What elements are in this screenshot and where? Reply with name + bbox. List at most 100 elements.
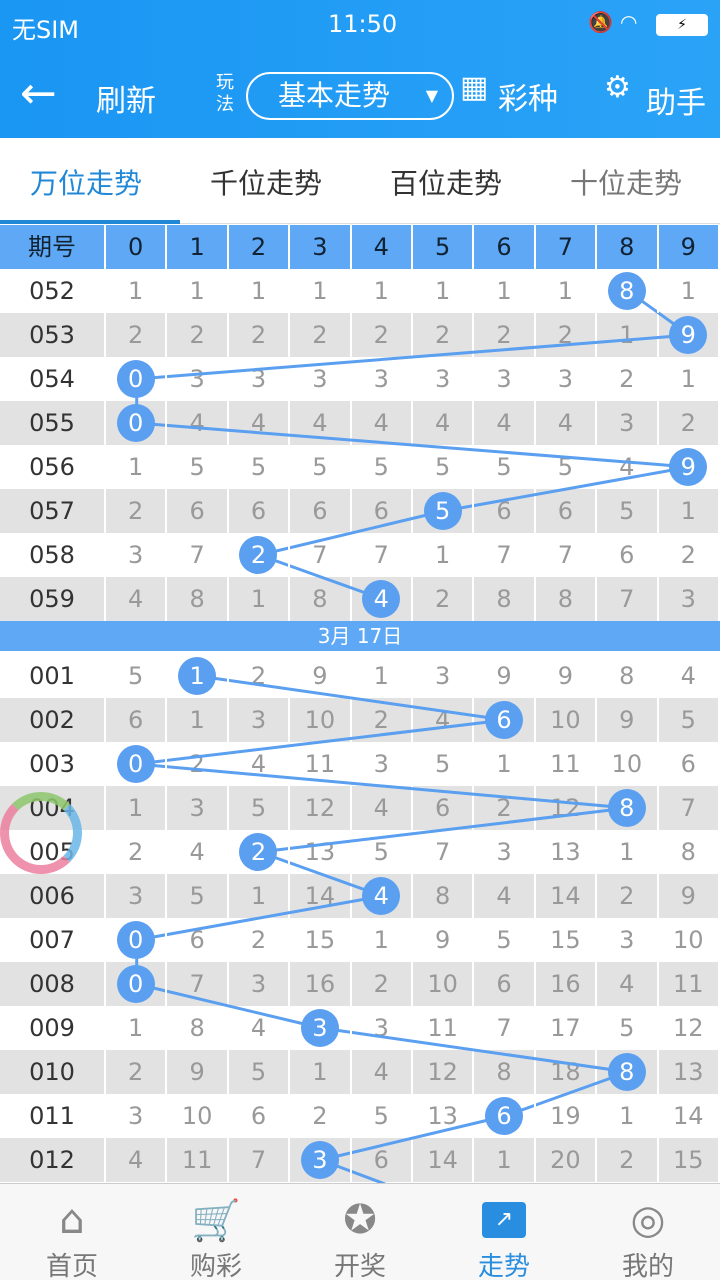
hit-ball: 0 [106, 742, 168, 786]
period-cell: 011 [0, 1094, 106, 1138]
hit-ball: 4 [352, 874, 413, 918]
mode-select[interactable]: 基本走势 ▼ [246, 72, 454, 120]
tab-wan[interactable]: 万位走势 [30, 167, 143, 200]
table-row: 054 0 3 3 3 3 3 3 3 2 1 [0, 357, 720, 401]
value-cell: 6 [229, 1094, 291, 1138]
value-cell: 1 [413, 269, 475, 313]
table-row: 005 2 4 2 13 5 7 3 13 1 8 [0, 830, 720, 874]
hit-ball: 8 [597, 786, 659, 830]
period-cell: 052 [0, 269, 106, 313]
floating-widget[interactable] [0, 792, 82, 874]
value-cell: 15 [290, 918, 352, 962]
value-cell: 3 [167, 786, 229, 830]
hit-ball: 6 [474, 698, 536, 742]
value-cell: 8 [536, 577, 598, 621]
period-cell: 003 [0, 742, 106, 786]
value-cell: 13 [413, 1094, 475, 1138]
value-cell: 7 [474, 1006, 536, 1050]
value-cell: 10 [597, 742, 659, 786]
period-cell: 006 [0, 874, 106, 918]
tab-qian[interactable]: 千位走势 [210, 167, 323, 200]
value-cell: 5 [474, 445, 536, 489]
value-cell: 5 [597, 489, 659, 533]
bottom-nav-item[interactable]: ◎ 我的 [576, 1184, 720, 1282]
period-cell: 007 [0, 918, 106, 962]
value-cell: 8 [167, 1006, 229, 1050]
value-cell: 20 [536, 1138, 598, 1182]
carrier: 无SIM [12, 16, 80, 44]
value-cell: 1 [106, 1006, 168, 1050]
value-cell: 2 [413, 577, 475, 621]
play-label: 玩法 [216, 72, 234, 115]
value-cell: 2 [290, 1094, 352, 1138]
value-cell: 2 [352, 313, 413, 357]
value-cell: 19 [536, 1094, 598, 1138]
value-cell: 3 [413, 654, 475, 698]
bottom-nav-label: 购彩 [189, 1252, 242, 1282]
chevron-down-icon: ▼ [425, 86, 438, 105]
value-cell: 3 [229, 962, 291, 1006]
value-cell: 7 [167, 962, 229, 1006]
bottom-nav-item[interactable]: ✪ 开奖 [288, 1184, 432, 1282]
helper-button[interactable]: 助手 [646, 86, 706, 121]
period-cell: 001 [0, 654, 106, 698]
column-header: 1 [167, 225, 229, 269]
period-cell: 002 [0, 698, 106, 742]
value-cell: 6 [352, 1138, 413, 1182]
value-cell: 10 [536, 698, 598, 742]
tab-shi[interactable]: 十位走势 [570, 167, 683, 200]
value-cell: 4 [167, 401, 229, 445]
value-cell: 1 [229, 577, 291, 621]
value-cell: 7 [167, 533, 229, 577]
value-cell: 3 [106, 1094, 168, 1138]
bottom-nav-label: 开奖 [333, 1252, 386, 1282]
period-cell: 058 [0, 533, 106, 577]
value-cell: 12 [290, 786, 352, 830]
column-header: 9 [658, 225, 720, 269]
bottom-nav-item[interactable]: 🛒 购彩 [144, 1184, 288, 1283]
value-cell: 2 [167, 742, 229, 786]
value-cell: 3 [659, 577, 720, 621]
table-row: 004 1 3 5 12 4 6 2 12 8 7 [0, 786, 720, 830]
value-cell: 14 [413, 1138, 475, 1182]
period-cell: 008 [0, 962, 106, 1006]
value-cell: 5 [352, 445, 413, 489]
table-row: 002 6 1 3 10 2 4 6 10 9 5 [0, 698, 720, 742]
bottom-nav-item[interactable]: ↗ 走势 [432, 1184, 576, 1282]
bottom-nav-item[interactable]: ⌂ 首页 [0, 1184, 144, 1282]
value-cell: 2 [536, 313, 598, 357]
value-cell: 3 [474, 357, 536, 401]
tab-bai[interactable]: 百位走势 [390, 167, 503, 200]
gear-icon[interactable]: ⚙ [604, 70, 631, 105]
value-cell: 1 [106, 445, 168, 489]
value-cell: 6 [352, 489, 413, 533]
table-row: 007 0 6 2 15 1 9 5 15 3 10 [0, 918, 720, 962]
value-cell: 4 [106, 577, 168, 621]
table-row: 008 0 7 3 16 2 10 6 16 4 11 [0, 962, 720, 1006]
lottery-type-button[interactable]: 彩种 [498, 82, 558, 117]
table-row: 053 2 2 2 2 2 2 2 2 1 9 [0, 313, 720, 357]
value-cell: 4 [536, 401, 598, 445]
hit-ball: 9 [659, 313, 720, 357]
value-cell: 10 [413, 962, 475, 1006]
value-cell: 3 [106, 874, 168, 918]
column-header: 0 [106, 225, 168, 269]
date-divider: 3月 17日 [0, 621, 720, 651]
column-header: 8 [597, 225, 659, 269]
period-cell: 053 [0, 313, 106, 357]
bottom-nav: ⌂ 首页 🛒 购彩 ✪ 开奖 ↗ 走势 ◎ 我的 [0, 1183, 720, 1283]
value-cell: 4 [474, 874, 536, 918]
period-cell: 009 [0, 1006, 106, 1050]
value-cell: 1 [413, 533, 475, 577]
back-arrow-icon[interactable]: ← [20, 68, 57, 119]
value-cell: 7 [659, 786, 720, 830]
value-cell: 9 [474, 654, 536, 698]
hit-ball: 9 [659, 445, 720, 489]
period-header: 期号 [0, 225, 106, 269]
value-cell: 2 [106, 830, 168, 874]
value-cell: 2 [106, 1050, 168, 1094]
hit-ball: 3 [290, 1006, 352, 1050]
refresh-button[interactable]: 刷新 [96, 84, 156, 119]
value-cell: 1 [352, 269, 413, 313]
grid-icon[interactable]: ▦ [460, 70, 489, 105]
